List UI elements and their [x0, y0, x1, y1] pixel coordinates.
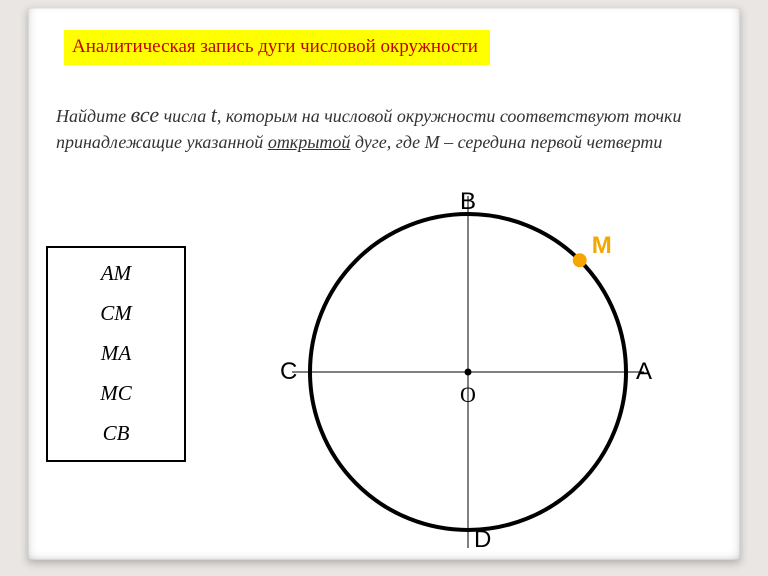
arc-item: CB: [48, 414, 184, 454]
label-b: B: [460, 188, 476, 216]
task-pre: Найдите: [56, 106, 131, 126]
arc-item: CM: [48, 294, 184, 334]
arc-item: MC: [48, 374, 184, 414]
task-open: открытой: [268, 132, 351, 152]
label-m: M: [592, 232, 612, 260]
label-d: D: [474, 526, 491, 554]
task-all: все: [131, 102, 160, 127]
slide-title: Аналитическая запись дуги числовой окруж…: [64, 30, 490, 65]
arc-item: AM: [48, 254, 184, 294]
slide-page: Аналитическая запись дуги числовой окруж…: [28, 8, 740, 560]
task-text: Найдите все числа t, которым на числовой…: [56, 100, 696, 154]
label-o: O: [460, 382, 476, 408]
task-mid1: числа: [159, 106, 211, 126]
label-a: A: [636, 358, 652, 386]
task-tail: дуге, где M – середина первой четверти: [350, 132, 662, 152]
arc-list: AMCMMAMCCB: [46, 246, 186, 462]
label-c: C: [280, 358, 297, 386]
arc-item: MA: [48, 334, 184, 374]
